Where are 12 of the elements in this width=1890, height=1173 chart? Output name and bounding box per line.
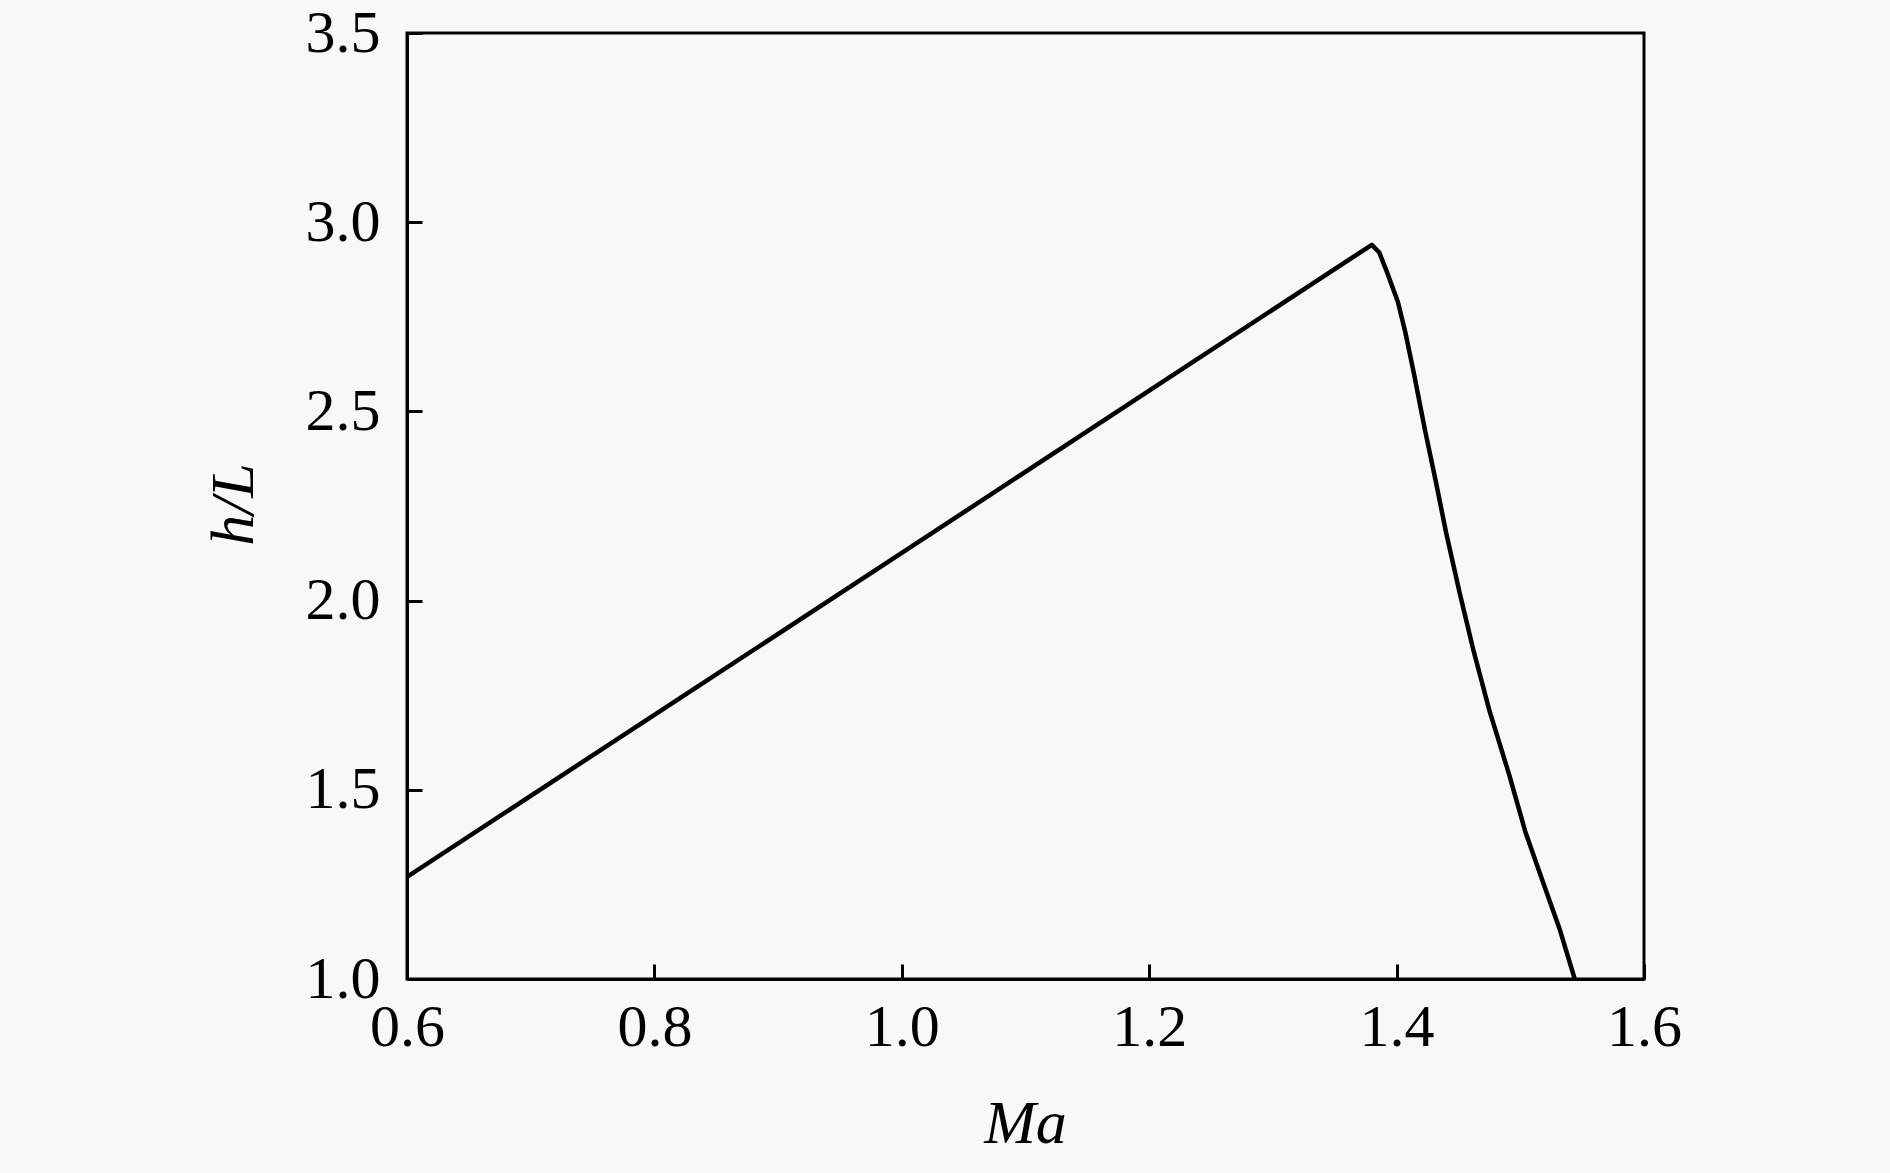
x-tick-label: 1.4 [1359,992,1435,1059]
y-tick-label: 1.5 [305,755,381,822]
y-tick-label: 3.0 [305,187,381,254]
y-axis-title: h/L [197,463,266,546]
x-tick-label: 0.8 [617,992,693,1059]
x-tick-label: 1.0 [864,992,940,1059]
y-tick-label: 2.5 [305,376,381,443]
x-tick-label: 1.6 [1607,992,1682,1059]
x-axis-title: Ma [983,1087,1067,1156]
x-tick-label: 1.2 [1112,992,1188,1059]
y-tick-label: 2.0 [305,566,381,633]
y-tick-label: 3.5 [305,0,381,65]
